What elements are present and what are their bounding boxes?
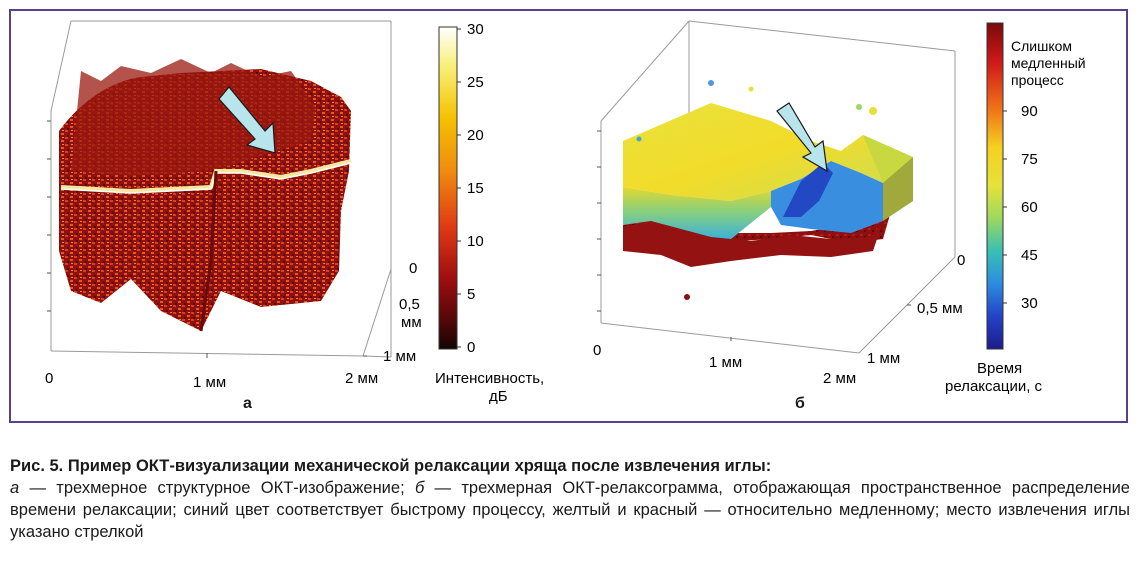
panel-a-cb-tick-0: 0 — [467, 339, 475, 356]
panel-b-cb-title-1: Время — [977, 360, 1022, 377]
panel-a-x-tick-1: 1 мм — [193, 374, 226, 391]
panel-a-figure: 0 1 мм 2 мм 0 0,5 мм 1 мм 30 25 20 15 10 — [45, 20, 544, 405]
panel-b-cb-tick-90: 90 — [1021, 103, 1038, 120]
panel-b-y-tick-2: 1 мм — [867, 350, 900, 367]
panel-b-cb-top-1: Слишком — [1011, 38, 1072, 54]
panel-a-x-tick-0: 0 — [45, 370, 53, 387]
panel-b-label: б — [795, 395, 805, 412]
panel-b-colorbar: Слишком медленный процесс 90 75 60 45 30… — [945, 22, 1086, 395]
caption-title: Рис. 5. Пример ОКТ-визуализации механиче… — [10, 457, 772, 475]
panel-a-cb-tick-25: 25 — [467, 74, 484, 91]
panel-a-cb-title-1: Интенсивность, — [435, 370, 544, 387]
caption-b-letter: б — [414, 479, 425, 497]
panel-b-y-tick-1: 0,5 мм — [917, 300, 963, 317]
panel-b-needle-arrow — [776, 102, 828, 173]
panel-a-cb-tick-30: 30 — [467, 21, 484, 38]
figure-frame: 0 1 мм 2 мм 0 0,5 мм 1 мм 30 25 20 15 10 — [9, 9, 1128, 423]
panel-b-x-tick-1: 1 мм — [709, 354, 742, 371]
panel-b-x-tick-0: 0 — [593, 342, 601, 359]
panel-b-cb-tick-75: 75 — [1021, 151, 1038, 168]
panel-b-y-tick-0: 0 — [957, 252, 965, 269]
panel-a-cb-tick-5: 5 — [467, 286, 475, 303]
panel-b-cb-tick-45: 45 — [1021, 247, 1038, 264]
panel-a-x-tick-2: 2 мм — [345, 370, 378, 387]
caption-a-text: — трехмерное структурное ОКТ-изображение… — [19, 479, 415, 497]
panel-a-label: а — [243, 395, 252, 412]
panel-a-y-tick-2: 1 мм — [383, 348, 416, 365]
panel-b-cb-title-2: релаксации, с — [945, 378, 1043, 395]
panel-b-cb-tick-30: 30 — [1021, 295, 1038, 312]
panel-a-colorbar: 30 25 20 15 10 5 0 Интенсивность, дБ — [435, 21, 544, 405]
panel-a-y-tick-1: 0,5 мм — [399, 296, 424, 331]
panel-a-needle-arrow — [218, 86, 276, 154]
panel-a-cb-tick-20: 20 — [467, 127, 484, 144]
panel-b-figure: 0 1 мм 2 мм 0 0,5 мм 1 мм Слишком медлен… — [593, 20, 1086, 395]
panel-b-cb-top-2: медленный — [1011, 55, 1086, 71]
panel-a-cb-tick-15: 15 — [467, 180, 484, 197]
panel-b-volume — [623, 80, 913, 300]
caption-a-letter: а — [10, 479, 20, 497]
panel-a-cb-title-2: дБ — [489, 388, 508, 405]
caption-b-text: — трехмерная ОКТ-релаксограмма, отобража… — [10, 479, 1130, 541]
caption-description: а — трехмерное структурное ОКТ-изображен… — [10, 477, 1130, 543]
panel-a-y-tick-0: 0 — [409, 260, 417, 277]
figure-caption: Рис. 5. Пример ОКТ-визуализации механиче… — [10, 455, 1130, 543]
panel-a-cb-tick-10: 10 — [467, 233, 484, 250]
panel-b-x-tick-2: 2 мм — [823, 370, 856, 387]
panel-b-cb-top-3: процесс — [1011, 72, 1064, 88]
panel-b-cb-tick-60: 60 — [1021, 199, 1038, 216]
